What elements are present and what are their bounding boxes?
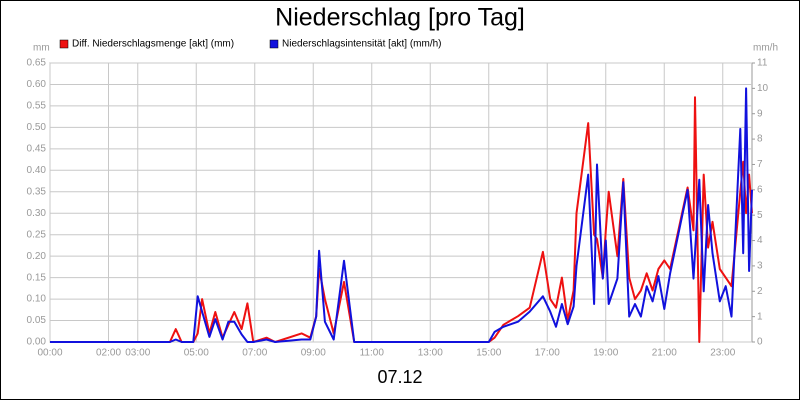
y2-axis-unit: mm/h [753,43,778,54]
y2-tick-label: 11 [757,58,768,69]
legend-label: Diff. Niederschlagsmenge [akt] (mm) [72,39,234,50]
legend-label: Niederschlagsintensität [akt] (mm/h) [282,39,442,50]
y2-tick-label: 6 [757,184,763,195]
y2-tick-label: 7 [757,159,763,170]
y-tick-label: 0.60 [27,79,47,90]
legend-swatch [269,39,279,49]
y-tick-label: 0.45 [27,143,47,154]
y-tick-label: 0.05 [27,315,47,326]
y2-tick-label: 8 [757,134,763,145]
y-tick-label: 0.25 [27,229,47,240]
plot-area [49,62,753,343]
y2-tick-label: 10 [757,83,769,94]
x-tick-label: 09:00 [301,348,326,359]
y-tick-label: 0.65 [27,58,47,69]
y-tick-label: 0.55 [27,101,47,112]
y2-tick-label: 2 [757,286,763,297]
y-axis-unit: mm [33,43,50,54]
y-tick-label: 0.00 [27,337,47,348]
y-tick-label: 0.40 [27,165,47,176]
y-tick-label: 0.35 [27,186,47,197]
x-tick-label: 21:00 [652,348,677,359]
y-tick-label: 0.50 [27,122,47,133]
x-tick-label: 07:00 [242,348,267,359]
y2-tick-label: 1 [757,311,763,322]
y-tick-label: 0.30 [27,208,47,219]
x-tick-label: 03:00 [125,348,150,359]
x-axis-label: 07.12 [377,367,422,387]
data-line [50,87,753,343]
x-tick-label: 19:00 [593,348,618,359]
x-tick-label: 11:00 [360,348,385,359]
y-tick-label: 0.20 [27,251,47,262]
y2-tick-label: 3 [757,261,763,272]
y-tick-label: 0.15 [27,272,47,283]
x-tick-label: 13:00 [418,348,443,359]
y2-tick-label: 0 [757,337,763,348]
x-tick-label: 15:00 [476,348,501,359]
data-line [50,96,753,343]
chart-title: Niederschlag [pro Tag] [275,4,525,32]
x-tick-label: 05:00 [184,348,209,359]
x-tick-label: 17:00 [535,348,560,359]
y2-tick-label: 9 [757,108,763,119]
x-tick-label: 00:00 [37,348,62,359]
y2-tick-label: 5 [757,210,763,221]
y2-tick-label: 4 [757,235,763,246]
legend-swatch [59,39,69,49]
x-tick-label: 23:00 [710,348,735,359]
x-tick-label: 02:00 [96,348,121,359]
y-tick-label: 0.10 [27,294,47,305]
